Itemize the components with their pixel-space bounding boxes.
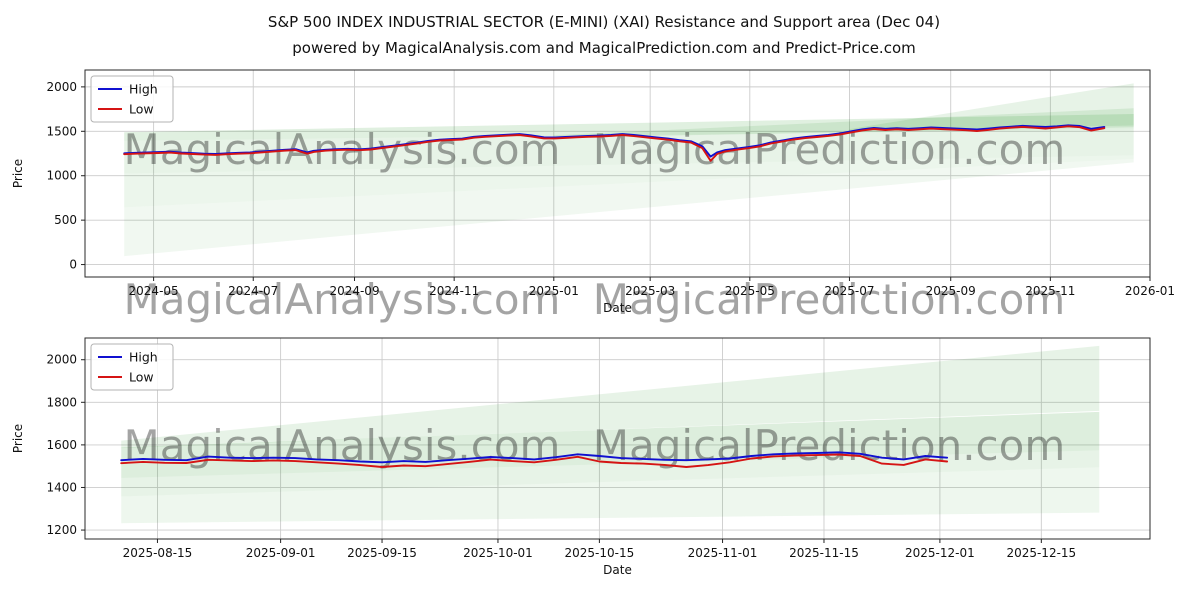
x-tick-label: 2025-07 <box>824 284 874 298</box>
plot-border <box>84 69 1151 278</box>
x-tick-label: 2025-10-15 <box>565 546 635 560</box>
x-tick-label: 2025-11 <box>1025 284 1075 298</box>
legend-label-high: High <box>129 350 158 365</box>
x-tick-label: 2025-09-01 <box>246 546 316 560</box>
low-line <box>120 453 949 468</box>
y-tick-label: 2000 <box>46 353 77 367</box>
legend-label-high: High <box>129 82 158 97</box>
x-tick-label: 2025-12-15 <box>1006 546 1076 560</box>
x-axis-label: Date <box>603 563 632 577</box>
support-resistance-band <box>121 450 1100 497</box>
low-line <box>123 125 1106 162</box>
bottom-chart: MagicalAnalysis.com MagicalPrediction.com… <box>11 337 1151 577</box>
watermark-text: MagicalPrediction.com <box>593 125 1066 174</box>
x-tick-label: 2024-11 <box>429 284 479 298</box>
plot-border <box>84 337 1151 540</box>
y-tick-label: 1800 <box>46 395 77 409</box>
x-tick-label: 2025-11-01 <box>688 546 758 560</box>
legend: High Low <box>90 75 174 123</box>
support-resistance-band <box>849 83 1134 131</box>
y-axis-label: Price <box>11 159 25 188</box>
y-tick-label: 500 <box>54 213 77 227</box>
support-resistance-band <box>121 467 1100 524</box>
y-tick-label: 1400 <box>46 480 77 494</box>
x-tick-label: 2026-01 <box>1125 284 1175 298</box>
x-tick-label: 2025-11-15 <box>789 546 859 560</box>
x-tick-label: 2025-09 <box>926 284 976 298</box>
top-chart: MagicalAnalysis.com MagicalPrediction.com… <box>11 69 1175 324</box>
high-line <box>120 451 949 464</box>
x-tick-label: 2025-03 <box>625 284 675 298</box>
x-tick-label: 2025-05 <box>725 284 775 298</box>
legend-label-low: Low <box>129 102 154 117</box>
x-tick-label: 2024-07 <box>228 284 278 298</box>
x-tick-label: 2025-10-01 <box>463 546 533 560</box>
x-tick-label: 2024-05 <box>129 284 179 298</box>
y-tick-label: 1600 <box>46 438 77 452</box>
y-tick-label: 1500 <box>46 124 77 138</box>
x-tick-label: 2025-09-15 <box>347 546 417 560</box>
y-tick-label: 1200 <box>46 523 77 537</box>
support-resistance-band <box>124 113 1134 141</box>
legend-box <box>90 343 174 391</box>
x-tick-label: 2025-12-01 <box>905 546 975 560</box>
figure-title: S&P 500 INDEX INDUSTRIAL SECTOR (E-MINI)… <box>268 13 940 31</box>
y-tick-label: 2000 <box>46 80 77 94</box>
figure-subtitle: powered by MagicalAnalysis.com and Magic… <box>292 39 916 57</box>
y-tick-label: 0 <box>69 258 77 272</box>
watermark-text: MagicalAnalysis.com <box>124 275 561 324</box>
support-resistance-band <box>124 155 1134 208</box>
y-tick-label: 1000 <box>46 169 77 183</box>
support-resistance-band <box>121 345 1100 449</box>
legend-box <box>90 75 174 123</box>
x-tick-label: 2024-09 <box>329 284 379 298</box>
watermark-text: MagicalPrediction.com <box>593 421 1066 470</box>
x-tick-label: 2025-01 <box>529 284 579 298</box>
support-resistance-band <box>124 129 1134 174</box>
x-tick-label: 2025-08-15 <box>123 546 193 560</box>
support-resistance-band <box>553 108 1134 138</box>
plots: MagicalAnalysis.com MagicalPrediction.com… <box>11 69 1175 577</box>
y-axis-label: Price <box>11 424 25 453</box>
x-axis-label: Date <box>603 301 632 315</box>
legend: High Low <box>90 343 174 391</box>
watermark-text: MagicalPrediction.com <box>593 275 1066 324</box>
support-resistance-band <box>124 158 1134 257</box>
legend-label-low: Low <box>129 370 154 385</box>
